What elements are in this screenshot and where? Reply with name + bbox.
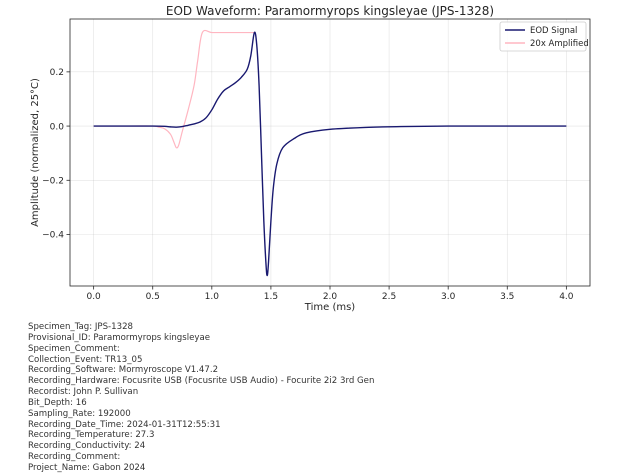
metadata-line: Bit_Depth: 16 [28,397,87,408]
grid [70,19,590,286]
x-tick-label: 1.5 [264,292,278,302]
x-tick-label: 3.0 [441,292,456,302]
y-axis-label: Amplitude (normalized, 25°C) [30,78,41,227]
x-tick-label: 2.5 [382,292,396,302]
x-tick-label: 0.5 [146,292,160,302]
metadata-line: Recording_Hardware: Focusrite USB (Focus… [28,376,375,387]
series-line-20x-amplified [93,29,256,149]
axis-ticks: 0.0 0.5 1.0 1.5 2.0 2.5 3.0 3.5 4.0 0.2 0.0 −0.2 −0.… [42,68,574,302]
recording-metadata: Specimen_Tag: JPS-1328 Provisional_ID: Pa… [28,322,374,474]
x-tick-label: 4.0 [559,292,574,302]
plot-series [93,29,567,277]
metadata-line: Sampling_Rate: 192000 [28,408,131,419]
metadata-line: Specimen_Comment: [28,343,120,354]
series-line-eod-signal [93,31,567,277]
y-tick-label: −0.2 [42,176,64,186]
x-tick-label: 0.0 [86,292,101,302]
eod-waveform-figure: EOD Waveform: Paramormyrops kingsleyae (… [30,4,591,313]
metadata-line: Specimen_Tag: JPS-1328 [28,322,134,332]
legend-label-20x-amplified: 20x Amplified [530,39,589,49]
metadata-line: Recording_Temperature: 27.3 [28,430,155,441]
x-axis-label: Time (ms) [304,302,356,313]
legend-label-eod-signal: EOD Signal [530,26,577,36]
chart-title: EOD Waveform: Paramormyrops kingsleyae (… [166,4,494,18]
x-tick-label: 1.0 [205,292,220,302]
y-tick-label: 0.0 [50,122,65,132]
x-tick-label: 2.0 [323,292,338,302]
metadata-line: Project_Name: Gabon 2024 [28,462,146,473]
y-tick-label: −0.4 [42,231,64,241]
x-tick-label: 3.5 [500,292,514,302]
legend: EOD Signal 20x Amplified [499,21,589,52]
metadata-line: Recordist: John P. Sullivan [28,387,139,398]
y-tick-label: 0.2 [50,68,64,78]
metadata-line: Recording_Software: Mormyroscope V1.47.2 [28,365,219,376]
metadata-line: Recording_Comment: [28,452,121,463]
metadata-line: Provisional_ID: Paramormyrops kingsleyae [28,332,211,343]
metadata-line: Collection_Event: TR13_05 [28,354,143,365]
metadata-line: Recording_Date_Time: 2024-01-31T12:55:31 [28,419,221,430]
metadata-line: Recording_Conductivity: 24 [28,441,146,452]
